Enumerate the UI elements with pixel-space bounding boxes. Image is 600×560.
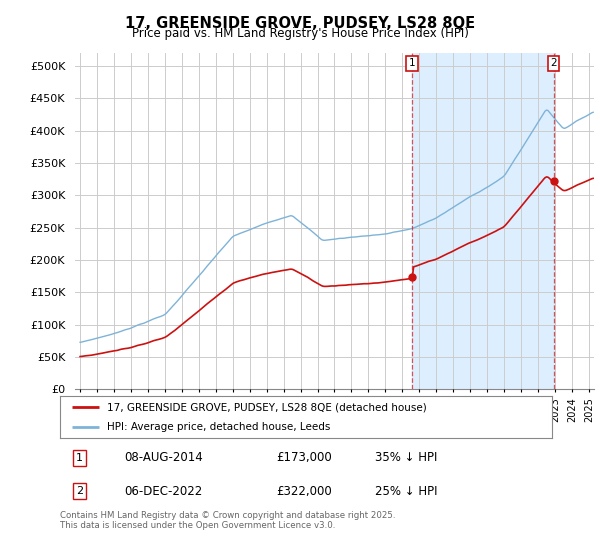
Bar — [412, 53, 554, 389]
Text: 2: 2 — [76, 486, 83, 496]
Text: 1: 1 — [409, 58, 416, 68]
Text: 17, GREENSIDE GROVE, PUDSEY, LS28 8QE: 17, GREENSIDE GROVE, PUDSEY, LS28 8QE — [125, 16, 475, 31]
Text: 08-AUG-2014: 08-AUG-2014 — [124, 451, 203, 464]
Text: HPI: Average price, detached house, Leeds: HPI: Average price, detached house, Leed… — [107, 422, 330, 432]
Text: £173,000: £173,000 — [277, 451, 332, 464]
Text: 17, GREENSIDE GROVE, PUDSEY, LS28 8QE (detached house): 17, GREENSIDE GROVE, PUDSEY, LS28 8QE (d… — [107, 402, 427, 412]
Text: 2: 2 — [550, 58, 557, 68]
Text: Contains HM Land Registry data © Crown copyright and database right 2025.
This d: Contains HM Land Registry data © Crown c… — [60, 511, 395, 530]
Text: £322,000: £322,000 — [277, 485, 332, 498]
Text: Price paid vs. HM Land Registry's House Price Index (HPI): Price paid vs. HM Land Registry's House … — [131, 27, 469, 40]
Text: 35% ↓ HPI: 35% ↓ HPI — [375, 451, 437, 464]
Text: 1: 1 — [76, 453, 83, 463]
Text: 25% ↓ HPI: 25% ↓ HPI — [375, 485, 437, 498]
Text: 06-DEC-2022: 06-DEC-2022 — [124, 485, 202, 498]
